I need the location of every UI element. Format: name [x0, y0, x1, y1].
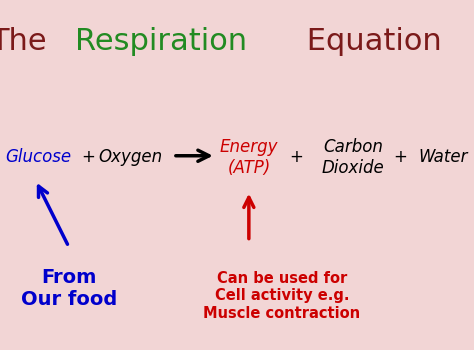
Text: Oxygen: Oxygen	[98, 148, 163, 167]
Text: +: +	[289, 148, 303, 167]
Text: +: +	[81, 148, 95, 167]
Text: Carbon
Dioxide: Carbon Dioxide	[322, 138, 384, 177]
Text: Equation: Equation	[298, 28, 442, 56]
Text: Glucose: Glucose	[5, 148, 71, 167]
Text: From
Our food: From Our food	[20, 268, 117, 309]
Text: Respiration: Respiration	[75, 28, 247, 56]
Text: Water: Water	[419, 148, 468, 167]
Text: Can be used for
Cell activity e.g.
Muscle contraction: Can be used for Cell activity e.g. Muscl…	[203, 271, 361, 321]
Text: Energy
(ATP): Energy (ATP)	[219, 138, 278, 177]
Text: The: The	[0, 28, 56, 56]
Text: +: +	[393, 148, 408, 167]
